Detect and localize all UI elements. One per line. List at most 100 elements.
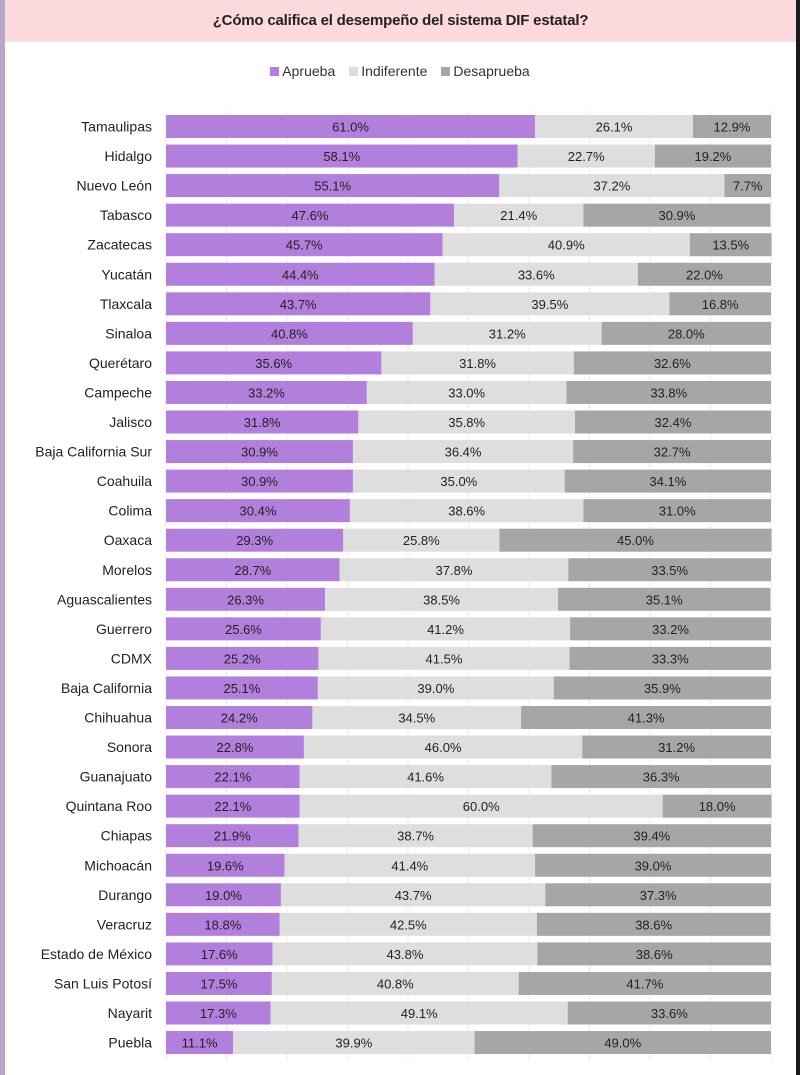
bar-aprueba xyxy=(166,735,304,759)
bar-desaprueba xyxy=(545,883,771,907)
data-label-aprueba: 30.9% xyxy=(241,474,278,489)
bar-indiferente xyxy=(343,528,500,552)
bar-desaprueba xyxy=(535,853,771,877)
bar-row-chihuahua: Chihuahua 24.2% 34.5% 41.3% xyxy=(84,706,771,729)
bar-row-guanajuato: Guanajuato 22.1% 41.6% 36.3% xyxy=(80,765,771,789)
data-label-indiferente: 60.0% xyxy=(463,799,500,814)
bar-desaprueba xyxy=(669,292,771,316)
bar-desaprueba xyxy=(692,115,771,138)
bar-aprueba xyxy=(166,321,413,345)
data-label-aprueba: 17.3% xyxy=(200,1006,237,1021)
bar-desaprueba xyxy=(567,1001,771,1025)
bar-indiferente xyxy=(312,706,522,729)
legend-swatch-desaprueba xyxy=(441,66,451,76)
category-label: Campeche xyxy=(84,384,152,400)
bar-indiferente xyxy=(430,292,670,316)
data-label-indiferente: 31.2% xyxy=(489,326,526,341)
data-label-desaprueba: 36.3% xyxy=(643,770,680,785)
bar-aprueba xyxy=(166,292,431,316)
bar-indiferente xyxy=(412,321,602,345)
bar-indiferente xyxy=(299,765,552,789)
bar-row-campeche: Campeche 33.2% 33.0% 33.8% xyxy=(84,380,771,404)
data-label-desaprueba: 30.9% xyxy=(658,208,695,223)
bar-row-cdmx: CDMX 25.2% 41.5% 33.3% xyxy=(111,646,771,670)
data-label-indiferente: 39.5% xyxy=(531,297,568,312)
bar-desaprueba xyxy=(573,351,771,375)
legend-swatch-indiferente xyxy=(349,66,359,76)
data-label-aprueba: 43.7% xyxy=(280,297,317,312)
data-label-aprueba: 55.1% xyxy=(314,179,351,194)
data-label-indiferente: 26.1% xyxy=(596,120,633,135)
category-label: Tabasco xyxy=(100,207,152,223)
data-label-desaprueba: 22.0% xyxy=(686,267,723,282)
bar-desaprueba xyxy=(537,942,771,966)
data-label-indiferente: 43.7% xyxy=(395,888,432,903)
bar-row-baja-california: Baja California 25.1% 39.0% 35.9% xyxy=(61,676,771,700)
bar-indiferente xyxy=(339,558,569,582)
bar-row-sonora: Sonora 22.8% 46.0% 31.2% xyxy=(107,735,771,759)
bar-desaprueba xyxy=(583,499,771,523)
data-label-desaprueba: 39.4% xyxy=(633,829,670,844)
data-label-aprueba: 18.8% xyxy=(204,917,241,932)
bar-desaprueba xyxy=(518,971,771,995)
bar-aprueba xyxy=(166,824,299,848)
bar-row-baja-california-sur: Baja California Sur 30.9% 36.4% 32.7% xyxy=(35,440,771,464)
bar-desaprueba xyxy=(474,1031,771,1055)
data-label-aprueba: 61.0% xyxy=(332,120,369,135)
bar-row-veracruz: Veracruz 18.8% 42.5% 38.6% xyxy=(97,912,771,936)
legend-item-aprueba: Aprueba xyxy=(270,63,335,79)
bar-aprueba xyxy=(166,440,353,464)
bar-aprueba xyxy=(166,499,350,523)
data-label-indiferente: 39.9% xyxy=(335,1036,372,1051)
category-label: Morelos xyxy=(102,562,152,578)
data-label-desaprueba: 31.2% xyxy=(658,740,695,755)
bar-indiferente xyxy=(366,380,567,404)
bar-aprueba xyxy=(166,144,518,168)
category-label: Tlaxcala xyxy=(100,296,152,312)
category-label: Estado de México xyxy=(41,946,152,962)
data-label-aprueba: 45.7% xyxy=(286,238,323,253)
data-label-indiferente: 38.7% xyxy=(397,829,434,844)
data-label-indiferente: 41.6% xyxy=(407,770,444,785)
data-label-desaprueba: 39.0% xyxy=(635,858,672,873)
bar-desaprueba xyxy=(654,144,771,168)
data-label-desaprueba: 33.3% xyxy=(652,651,689,666)
data-label-aprueba: 40.8% xyxy=(271,326,308,341)
bar-indiferente xyxy=(298,824,533,848)
category-label: Oaxaca xyxy=(104,532,152,548)
bar-aprueba xyxy=(166,469,353,493)
data-label-desaprueba: 41.3% xyxy=(628,711,665,726)
data-label-indiferente: 36.4% xyxy=(445,445,482,460)
category-label: Puebla xyxy=(108,1035,152,1051)
data-label-aprueba: 30.9% xyxy=(241,445,278,460)
category-label: Nayarit xyxy=(108,1005,152,1021)
category-label: Chihuahua xyxy=(84,710,152,726)
category-label: Baja California Sur xyxy=(35,444,152,460)
data-label-desaprueba: 31.0% xyxy=(659,504,696,519)
bar-indiferente xyxy=(434,262,638,286)
data-label-indiferente: 43.8% xyxy=(387,947,424,962)
data-label-indiferente: 41.5% xyxy=(426,651,463,666)
data-label-desaprueba: 49.0% xyxy=(604,1036,641,1051)
data-label-indiferente: 38.5% xyxy=(423,592,460,607)
data-label-aprueba: 29.3% xyxy=(236,533,273,548)
bar-row-guerrero: Guerrero 25.6% 41.2% 33.2% xyxy=(96,617,771,641)
bar-aprueba xyxy=(166,233,443,257)
category-label: Zacatecas xyxy=(87,237,152,253)
category-label: Sinaloa xyxy=(105,325,152,341)
data-label-indiferente: 21.4% xyxy=(500,208,537,223)
data-label-aprueba: 33.2% xyxy=(248,385,285,400)
bar-indiferente xyxy=(499,174,725,198)
data-label-aprueba: 21.9% xyxy=(214,829,251,844)
bar-indiferente xyxy=(233,1031,475,1055)
bar-indiferente xyxy=(280,883,546,907)
bar-aprueba xyxy=(166,912,280,936)
bar-desaprueba xyxy=(582,735,771,759)
bar-row-nayarit: Nayarit 17.3% 49.1% 33.6% xyxy=(108,1001,771,1025)
data-label-desaprueba: 16.8% xyxy=(702,297,739,312)
data-label-indiferente: 40.9% xyxy=(548,238,585,253)
bar-aprueba xyxy=(166,971,272,995)
bar-row-durango: Durango 19.0% 43.7% 37.3% xyxy=(98,883,771,907)
category-label: Tamaulipas xyxy=(81,119,152,135)
